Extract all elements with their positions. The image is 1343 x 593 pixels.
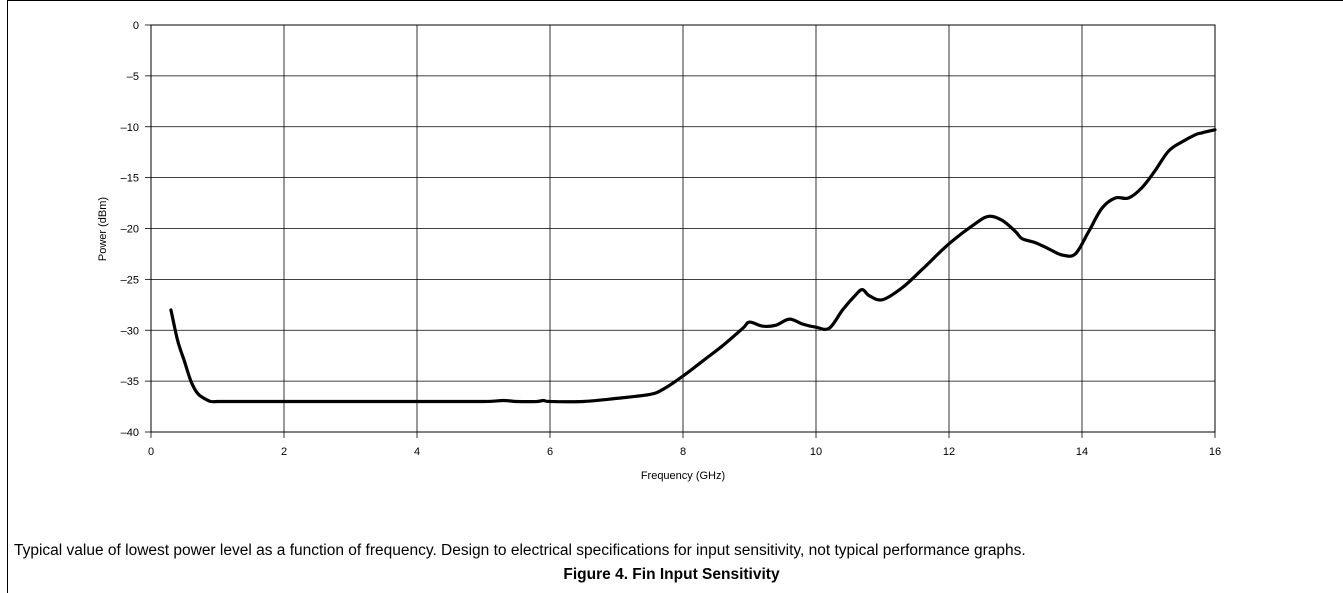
x-axis-label: Frequency (GHz) [641, 470, 725, 482]
series-line [169, 128, 1217, 404]
x-tick-label: 0 [148, 446, 154, 458]
y-tick-label: –35 [121, 376, 139, 388]
y-tick-label: –15 [121, 173, 139, 185]
figure-frame [7, 0, 1343, 593]
plot-area [150, 24, 1216, 433]
x-axis-ticks: 0 2 4 6 8 10 12 14 16 [148, 432, 1221, 458]
y-tick-label: –30 [121, 325, 139, 337]
x-tick-label: 8 [680, 446, 686, 458]
y-tick-label: –5 [127, 71, 139, 83]
y-tick-label: 0 [133, 20, 139, 32]
y-tick-label: –20 [121, 224, 139, 236]
y-axis-label: Power (dBm) [97, 197, 109, 261]
x-tick-label: 2 [281, 446, 287, 458]
y-tick-label: –40 [121, 427, 139, 439]
grid [150, 24, 1216, 433]
x-tick-label: 14 [1076, 446, 1088, 458]
y-axis-ticks: 0 –5 –10 –15 –20 –25 –30 –35 –40 [121, 20, 151, 439]
y-tick-label: –25 [121, 274, 139, 286]
x-tick-label: 16 [1209, 446, 1221, 458]
x-tick-label: 4 [414, 446, 420, 458]
x-tick-label: 12 [943, 446, 955, 458]
figure-caption: Typical value of lowest power level as a… [14, 542, 1026, 559]
figure-title: Figure 4. Fin Input Sensitivity [563, 566, 780, 583]
x-tick-label: 6 [547, 446, 553, 458]
x-tick-label: 10 [810, 446, 822, 458]
y-tick-label: –10 [121, 122, 139, 134]
power-frequency-chart: 0 –5 –10 –15 –20 –25 –30 –35 –40 0 2 4 6 8 10 12 14 16 F… [97, 20, 1221, 482]
